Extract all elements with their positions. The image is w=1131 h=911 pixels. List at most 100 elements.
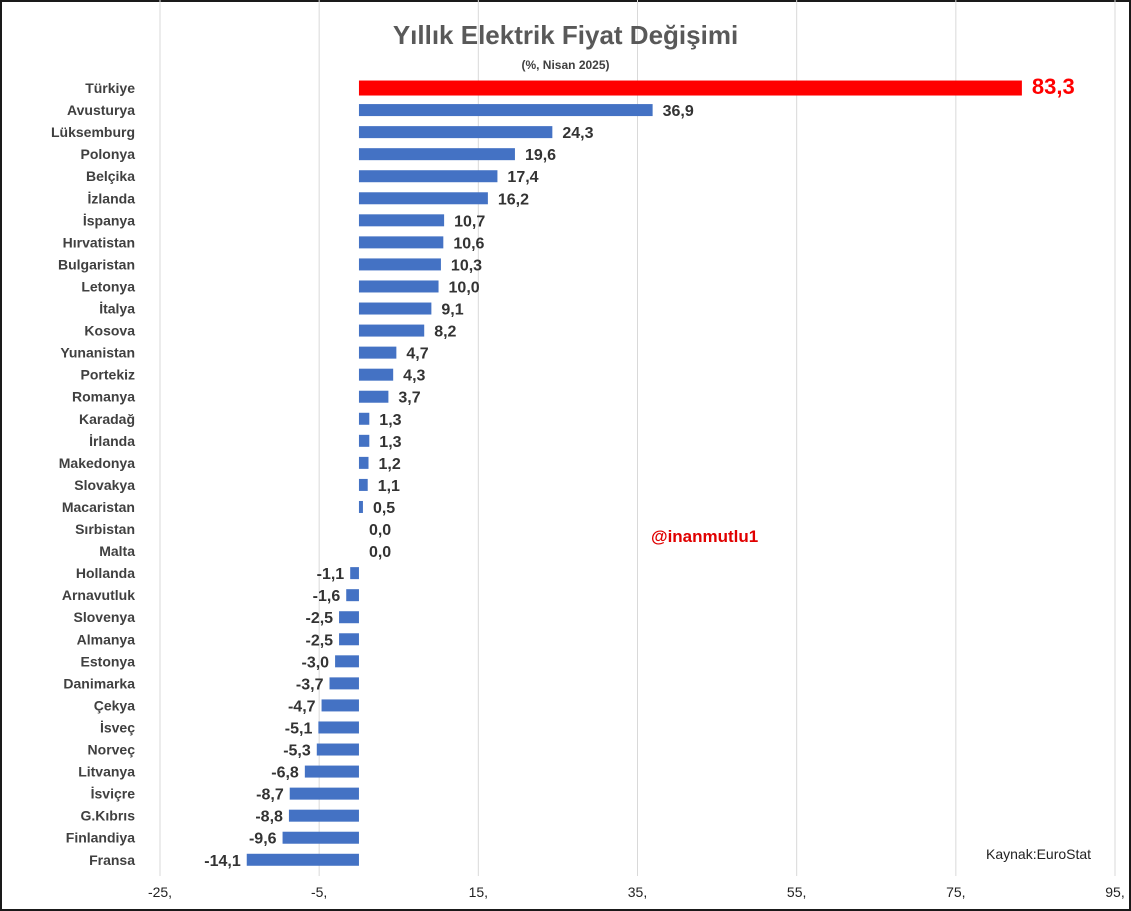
bar — [350, 567, 359, 580]
value-label: 8,2 — [434, 324, 456, 341]
category-label: Slovenya — [74, 609, 136, 625]
value-label: -1,6 — [313, 588, 341, 605]
bar — [358, 148, 515, 161]
bar — [358, 456, 369, 469]
category-label: İsveç — [100, 719, 135, 735]
category-label: Danimarka — [63, 675, 135, 691]
chart-title: Yıllık Elektrik Fiyat Değişimi — [392, 20, 739, 50]
bar — [358, 368, 394, 381]
x-tick-label: -5, — [311, 884, 327, 900]
bar — [304, 765, 359, 778]
category-label: Bulgaristan — [58, 256, 135, 272]
category-label: Letonya — [81, 278, 135, 294]
value-label: -3,7 — [296, 676, 324, 693]
category-label: Estonya — [81, 653, 136, 669]
bar — [346, 589, 359, 602]
category-label: Almanya — [77, 631, 136, 647]
value-label: 1,3 — [379, 412, 401, 429]
value-label: -1,1 — [317, 566, 345, 583]
bar — [358, 500, 363, 513]
category-label: Romanya — [72, 389, 135, 405]
bar — [282, 831, 359, 844]
value-label: 0,0 — [369, 544, 391, 561]
category-label: İzlanda — [88, 190, 136, 206]
value-label: 4,3 — [403, 368, 425, 385]
category-label: Avusturya — [67, 102, 135, 118]
bar — [246, 853, 359, 866]
bar — [358, 170, 498, 183]
x-tick-label: -25, — [148, 884, 172, 900]
x-tick-label: 35, — [628, 884, 647, 900]
value-label: 3,7 — [398, 390, 420, 407]
value-label: 0,5 — [373, 500, 395, 517]
value-label: 10,3 — [451, 257, 482, 274]
bar — [318, 721, 359, 734]
value-label: -14,1 — [204, 853, 241, 870]
value-label: 36,9 — [663, 103, 694, 120]
bar — [358, 390, 389, 403]
bar — [358, 214, 445, 227]
value-label: -5,1 — [285, 720, 313, 737]
watermark-handle: @inanmutlu1 — [651, 527, 759, 546]
value-label: 19,6 — [525, 147, 556, 164]
value-label: 1,2 — [379, 456, 401, 473]
x-tick-label: 75, — [946, 884, 965, 900]
category-label: Hollanda — [76, 565, 135, 581]
value-label: -4,7 — [288, 698, 316, 715]
chart-subtitle: (%, Nisan 2025) — [521, 58, 610, 72]
value-label: -8,7 — [256, 787, 284, 804]
bar — [316, 743, 359, 756]
category-label: Sırbistan — [75, 521, 135, 537]
value-label: 1,1 — [378, 478, 400, 495]
x-tick-label: 55, — [787, 884, 806, 900]
category-label: Çekya — [94, 697, 135, 713]
value-label: 4,7 — [406, 346, 428, 363]
bar — [358, 104, 653, 117]
bar — [321, 699, 359, 712]
bar — [358, 412, 370, 425]
category-label: İtalya — [99, 301, 135, 317]
bar-highlight — [358, 80, 1022, 96]
category-label: Makedonya — [59, 455, 135, 471]
value-label: 0,0 — [369, 522, 391, 539]
value-label: 16,2 — [498, 191, 529, 208]
bar — [288, 809, 359, 822]
value-label: 1,3 — [379, 434, 401, 451]
bar — [289, 787, 359, 800]
category-label: Yunanistan — [60, 345, 135, 361]
category-label: Norveç — [88, 742, 136, 758]
category-label: Arnavutluk — [62, 587, 135, 603]
value-label: 10,7 — [454, 213, 485, 230]
bar — [358, 126, 553, 139]
category-label: Polonya — [81, 146, 136, 162]
value-label: -9,6 — [249, 831, 277, 848]
category-label: Karadağ — [79, 411, 135, 427]
category-label: G.Kıbrıs — [81, 808, 136, 824]
category-label: Slovakya — [74, 477, 135, 493]
bar — [358, 258, 441, 271]
value-label: -3,0 — [302, 654, 330, 671]
category-label: Finlandiya — [66, 830, 135, 846]
value-label: 10,6 — [453, 235, 484, 252]
category-label: Malta — [99, 543, 135, 559]
source-note: Kaynak:EuroStat — [986, 846, 1092, 862]
bar — [358, 346, 397, 359]
value-label: 10,0 — [449, 279, 480, 296]
bar — [358, 302, 432, 315]
category-label: Fransa — [89, 852, 135, 868]
bar — [358, 236, 444, 249]
bar — [335, 655, 359, 668]
value-label: -2,5 — [305, 632, 333, 649]
category-label: Macaristan — [62, 499, 135, 515]
bar — [358, 324, 425, 337]
value-label: -6,8 — [271, 765, 299, 782]
category-label: Hırvatistan — [63, 234, 135, 250]
value-label: 9,1 — [441, 302, 463, 319]
category-label: Türkiye — [85, 80, 135, 96]
category-label: İspanya — [83, 212, 135, 228]
category-label: Lüksemburg — [51, 124, 135, 140]
bar — [339, 611, 359, 624]
value-label: -8,8 — [255, 809, 283, 826]
bar — [358, 434, 370, 447]
category-label: Portekiz — [81, 367, 135, 383]
